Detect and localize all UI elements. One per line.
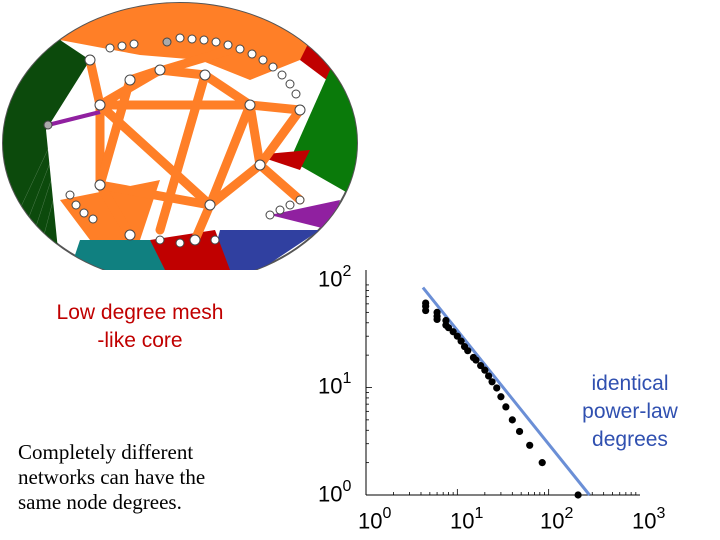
y-tick-100-base: 10	[318, 266, 343, 292]
identical-caption: identical power-law degrees	[570, 370, 690, 454]
y-tick-10-base: 10	[318, 373, 343, 399]
y-tick-1: 100	[318, 478, 352, 507]
degree-point	[464, 347, 472, 355]
fan-blue	[210, 230, 320, 270]
completely-caption: Completely different networks can have t…	[18, 440, 258, 515]
degree-point	[515, 427, 524, 436]
degree-point	[453, 332, 461, 340]
y-tick-100: 102	[318, 263, 352, 292]
mesh-caption: Low degree mesh -like core	[30, 299, 250, 355]
fan-red-bottom	[150, 230, 230, 270]
degree-point	[508, 416, 516, 424]
x-tick-100: 102	[540, 505, 574, 534]
y-tick-100-exp: 2	[342, 263, 352, 280]
fan-green-right	[290, 70, 357, 200]
plot-ticks	[365, 284, 637, 496]
x-tick-10-base: 10	[450, 508, 475, 534]
completely-caption-line3: same node degrees.	[18, 490, 182, 514]
network-diagram	[2, 2, 358, 270]
nodes	[65, 33, 306, 248]
degree-point	[477, 361, 485, 370]
y-tick-1-exp: 0	[342, 478, 352, 495]
degree-point	[488, 378, 496, 386]
y-tick-10-exp: 1	[342, 370, 352, 387]
fan-teal	[70, 240, 165, 270]
x-tick-100-exp: 2	[564, 505, 574, 522]
degree-point	[574, 491, 582, 499]
identical-caption-line3: degrees	[592, 428, 668, 451]
x-tick-1-base: 10	[358, 508, 383, 534]
degree-point	[485, 372, 493, 380]
degree-point	[493, 384, 501, 392]
degree-point	[481, 366, 489, 374]
degree-plot	[365, 270, 640, 499]
mesh-caption-line2: -like core	[97, 329, 183, 352]
identical-caption-line1: identical	[591, 372, 669, 395]
degree-point	[422, 306, 430, 315]
degree-point	[444, 324, 453, 332]
plot-points	[422, 299, 582, 499]
x-tick-1-exp: 0	[382, 505, 392, 522]
purple-node	[43, 120, 53, 130]
x-tick-1000: 103	[632, 505, 666, 534]
core-links	[85, 45, 305, 245]
degree-point	[472, 356, 480, 364]
y-tick-1-base: 10	[318, 481, 343, 507]
x-tick-100-base: 10	[540, 508, 565, 534]
x-tick-1: 100	[358, 505, 392, 534]
fit-line	[421, 286, 591, 496]
fan-purple	[270, 200, 340, 230]
purple-link	[47, 110, 101, 127]
x-tick-10: 101	[450, 505, 484, 534]
degree-point	[497, 393, 505, 401]
degree-point	[433, 315, 441, 324]
x-tick-1000-base: 10	[632, 508, 657, 534]
completely-caption-line2: networks can have the	[18, 465, 206, 489]
x-tick-1000-exp: 3	[656, 505, 666, 522]
completely-caption-line1: Completely different	[18, 440, 194, 464]
mesh-caption-line1: Low degree mesh	[56, 301, 224, 324]
plot-axes	[365, 270, 640, 496]
degree-point	[502, 403, 510, 411]
y-tick-10: 101	[318, 370, 352, 399]
degree-point	[457, 337, 465, 345]
x-tick-10-exp: 1	[474, 505, 484, 522]
degree-point	[538, 459, 546, 467]
identical-caption-line2: power-law	[582, 400, 678, 423]
fan-dark-green-lines	[9, 59, 91, 251]
degree-point	[526, 441, 534, 449]
